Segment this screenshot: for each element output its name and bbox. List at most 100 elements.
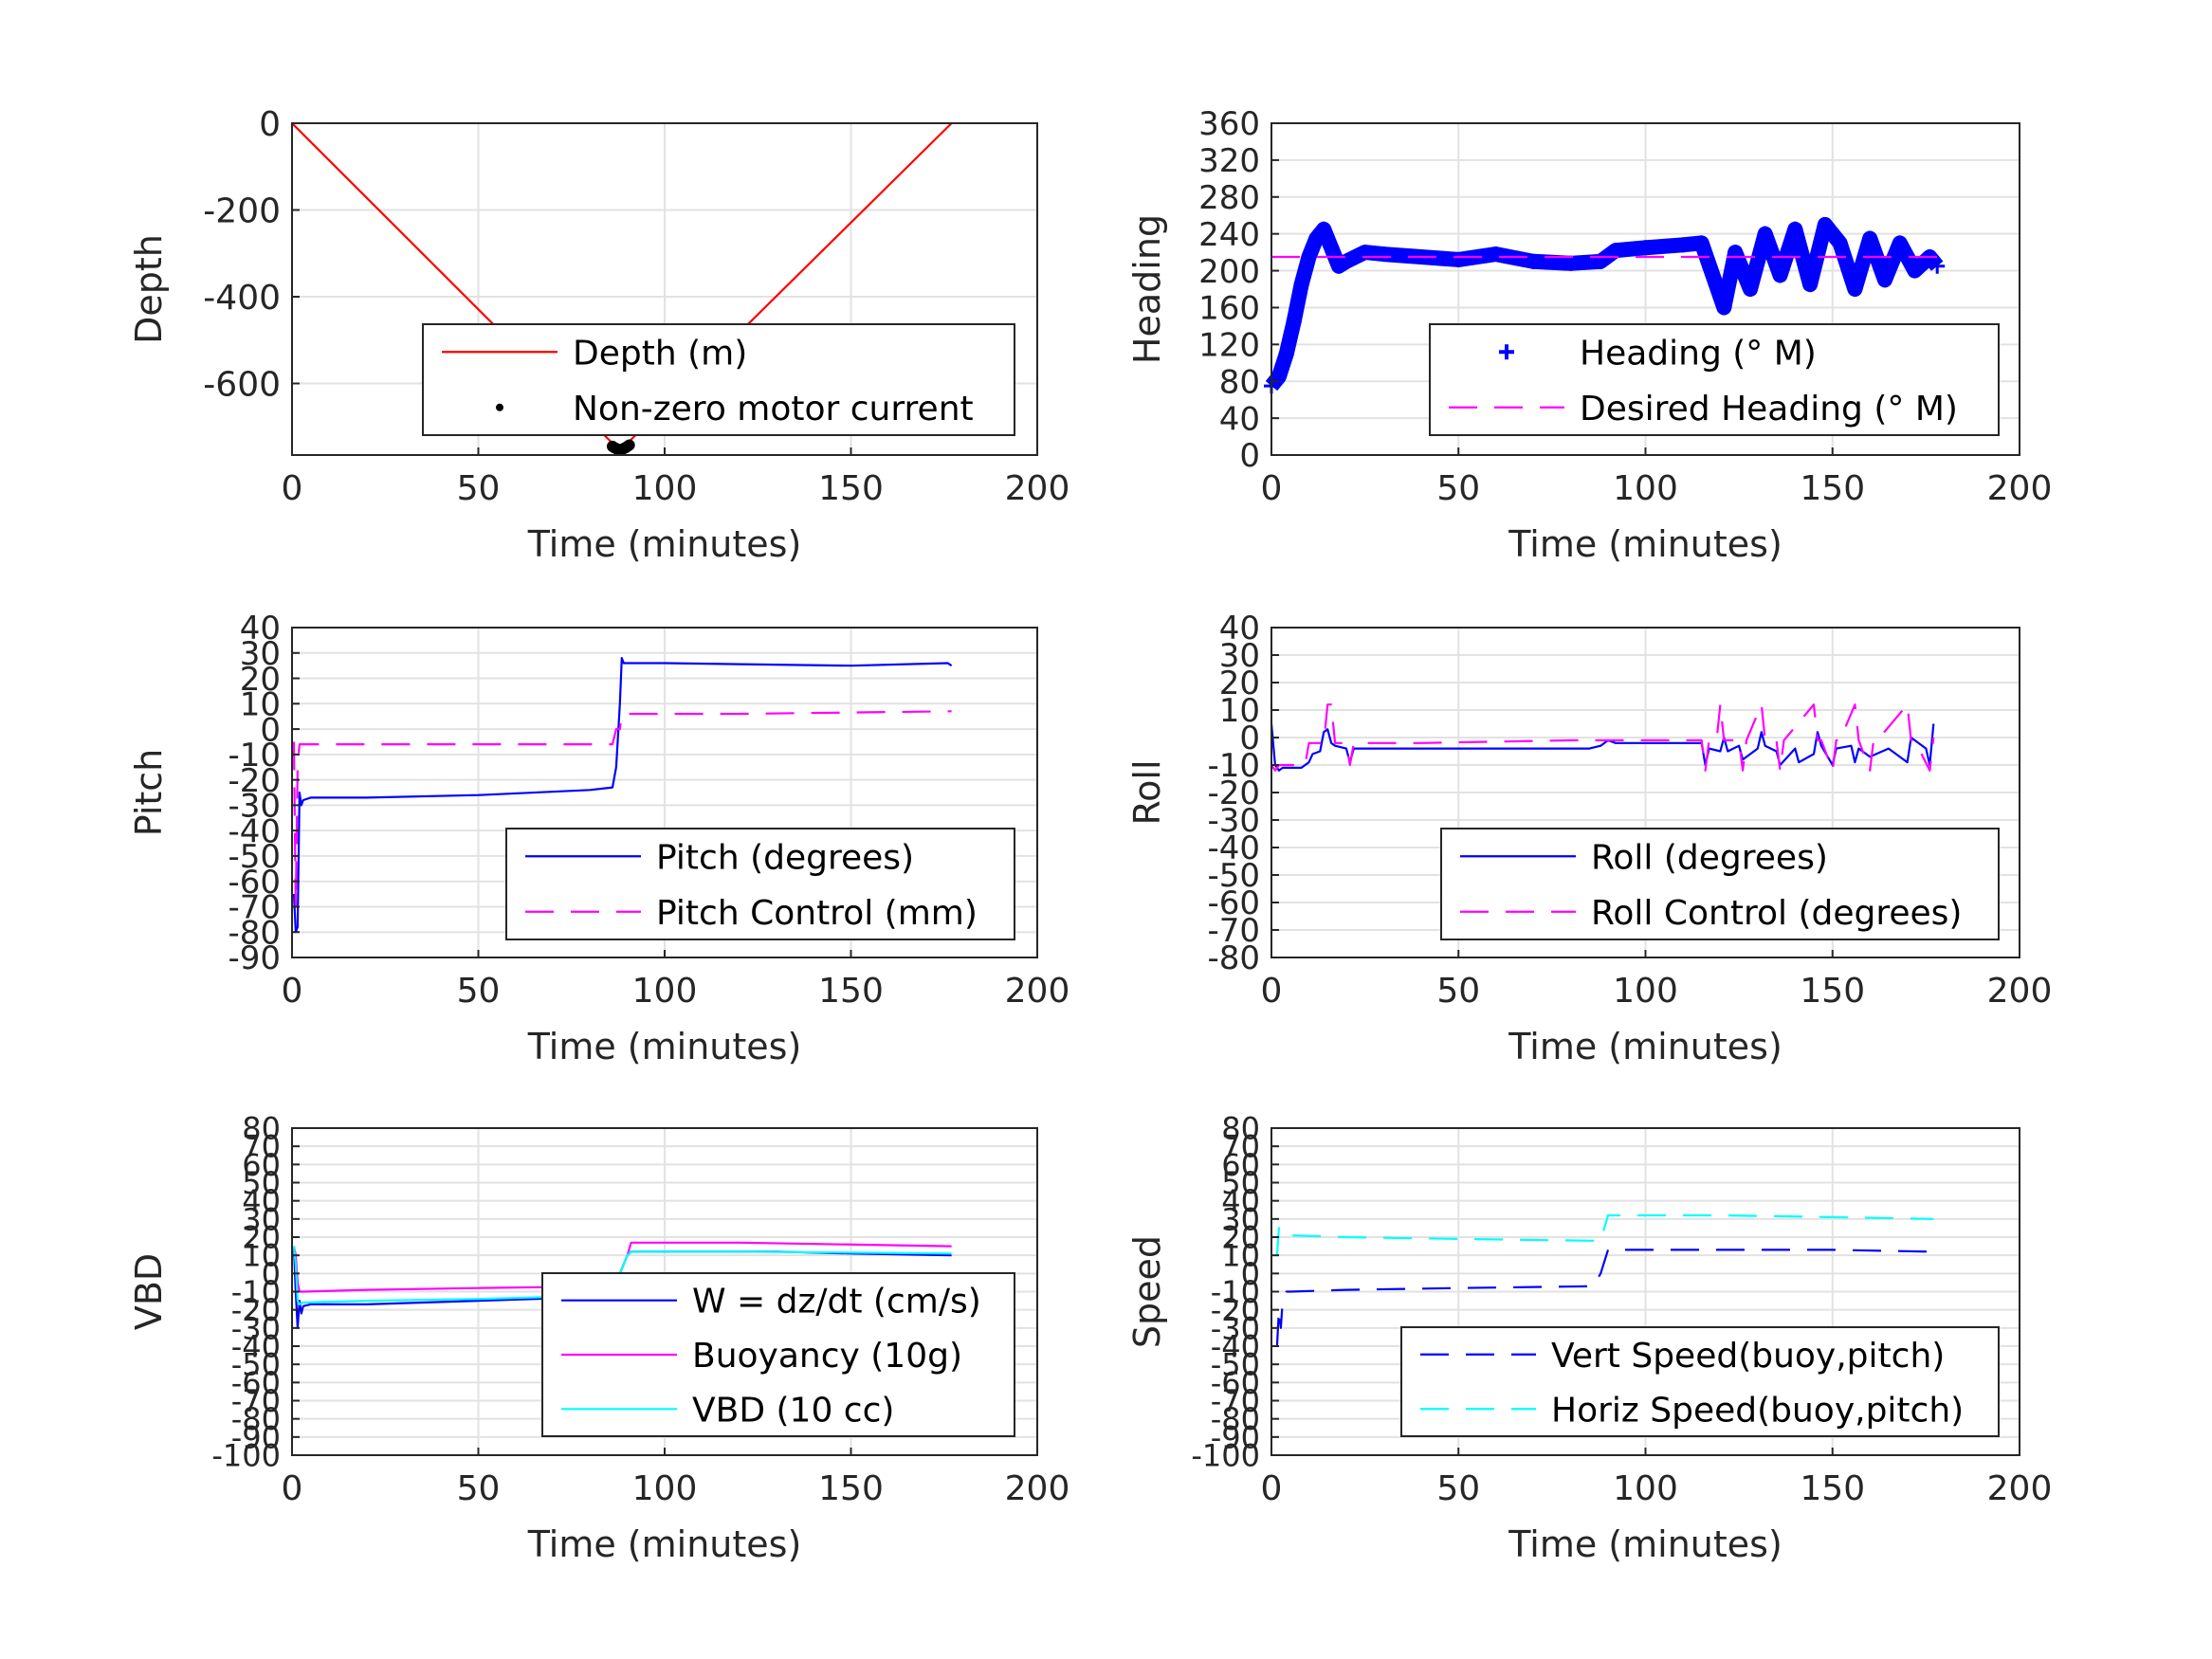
data-point — [1876, 272, 1892, 288]
y-tick-label: -50 — [1207, 857, 1260, 895]
x-tick-label: 50 — [1436, 972, 1480, 1011]
y-tick-label: -20 — [1211, 1292, 1260, 1328]
y-axis-label: Speed — [1126, 1235, 1168, 1348]
pitch-series-1 — [292, 710, 952, 908]
y-axis-label: Depth — [128, 234, 170, 344]
x-tick-label: 50 — [1436, 469, 1480, 508]
data-point — [1802, 277, 1819, 293]
data-point — [1278, 346, 1294, 362]
x-axis-label: Time (minutes) — [527, 1523, 802, 1565]
series-line — [1265, 216, 1944, 392]
legend-entry: W = dz/dt (cm/s) — [692, 1283, 981, 1322]
x-tick-label: 0 — [1261, 1469, 1283, 1508]
x-tick-label: 50 — [457, 1469, 501, 1508]
y-tick-label: -30 — [231, 1310, 281, 1346]
data-point — [1607, 243, 1623, 259]
x-axis-label: Time (minutes) — [1508, 523, 1782, 565]
y-axis-label: Heading — [1126, 214, 1168, 364]
speed-legend: Vert Speed(buoy,pitch) Horiz Speed(buoy,p… — [1400, 1326, 2000, 1437]
x-tick-label: 0 — [1261, 972, 1283, 1011]
series-line — [292, 656, 953, 934]
data-point — [1817, 216, 1833, 232]
y-tick-label: 40 — [242, 1183, 281, 1219]
y-tick-label: 20 — [242, 1220, 281, 1256]
y-tick-label: -80 — [1211, 1401, 1260, 1437]
y-tick-label: 200 — [1198, 253, 1260, 291]
y-tick-label: 20 — [240, 661, 281, 699]
x-tick-label: 100 — [1613, 972, 1678, 1011]
y-tick-label: 40 — [1219, 610, 1260, 647]
data-point — [623, 439, 635, 451]
y-tick-label: 320 — [1198, 142, 1260, 180]
x-tick-label: 200 — [1005, 1469, 1070, 1508]
x-tick-label: 100 — [632, 1469, 698, 1508]
y-tick-label: -20 — [1207, 775, 1260, 812]
data-point — [1308, 230, 1325, 246]
heading-legend: Heading (° M) Desired Heading (° M) — [1429, 323, 2000, 436]
y-tick-label: 80 — [1219, 363, 1260, 401]
x-axis-label: Time (minutes) — [527, 523, 802, 565]
y-tick-label: -30 — [1211, 1310, 1260, 1346]
legend-entry: Roll Control (degrees) — [1591, 894, 1962, 933]
y-tick-label: 240 — [1198, 216, 1260, 254]
depth-legend: Depth (m) Non-zero motor current — [422, 323, 1015, 436]
legend-swatch — [1499, 344, 1514, 360]
y-tick-label: -60 — [231, 1365, 281, 1401]
legend-box — [422, 323, 1015, 436]
heading-series-0 — [1264, 216, 1946, 394]
y-tick-label: 40 — [240, 610, 281, 647]
y-tick-label: 0 — [1241, 1256, 1260, 1292]
y-tick-label: 360 — [1198, 105, 1260, 143]
y-tick-label: 280 — [1198, 179, 1260, 217]
vbd-series-2 — [292, 1246, 952, 1306]
data-point — [1286, 314, 1302, 330]
x-tick-label: 150 — [1800, 1469, 1865, 1508]
legend-entry: Horiz Speed(buoy,pitch) — [1551, 1391, 1964, 1430]
vbd-legend: W = dz/dt (cm/s) Buoyancy (10g) VBD (10 cc… — [541, 1272, 1015, 1437]
y-tick-label: 80 — [1221, 1111, 1260, 1147]
x-tick-label: 150 — [1800, 972, 1865, 1011]
x-tick-label: 50 — [457, 972, 501, 1011]
depth-series-1 — [606, 439, 635, 456]
y-tick-label: 0 — [1239, 437, 1260, 475]
x-axis-label: Time (minutes) — [527, 1026, 802, 1067]
data-point — [1451, 251, 1467, 267]
y-tick-label: 0 — [259, 105, 281, 144]
pitch-panel: 0 50 100 150 200-90-80-70-60-50-40-30-20-100… — [128, 610, 1069, 1067]
x-tick-label: 50 — [1436, 1469, 1480, 1508]
y-tick-label: 60 — [1221, 1147, 1260, 1183]
y-tick-label: 50 — [242, 1165, 281, 1201]
y-tick-label: -40 — [231, 1329, 281, 1365]
y-tick-label: 30 — [240, 635, 281, 673]
roll-panel: 0 50 100 150 200-80-70-60-50-40-30-20-100102… — [1126, 610, 2052, 1067]
y-tick-label: -80 — [231, 1401, 281, 1437]
y-tick-label: -60 — [1211, 1365, 1260, 1401]
y-tick-label: -70 — [1211, 1383, 1260, 1419]
y-tick-label: -50 — [231, 1347, 281, 1383]
y-tick-label: -100 — [1191, 1438, 1260, 1474]
roll-legend: Roll (degrees) Roll Control (degrees) — [1440, 828, 2000, 940]
x-tick-label: 0 — [282, 469, 303, 508]
y-tick-label: -70 — [231, 1383, 281, 1419]
data-point — [1716, 300, 1732, 316]
roll-series-1 — [1271, 703, 1935, 772]
y-tick-label: 10 — [1219, 692, 1260, 730]
x-axis-label: Time (minutes) — [1508, 1026, 1782, 1067]
series-line — [1270, 723, 1935, 772]
y-tick-label: -200 — [203, 191, 281, 230]
x-tick-label: 150 — [818, 1469, 884, 1508]
y-tick-label: 30 — [1221, 1201, 1260, 1237]
y-tick-label: 0 — [1239, 720, 1260, 757]
data-point — [1892, 235, 1908, 251]
y-tick-label: -40 — [228, 812, 281, 850]
data-point — [1563, 255, 1579, 271]
y-tick-label: -90 — [228, 939, 281, 977]
x-tick-label: 50 — [457, 469, 501, 508]
y-tick-label: 30 — [1219, 637, 1260, 675]
data-point — [1316, 221, 1332, 237]
x-tick-label: 100 — [632, 972, 698, 1011]
y-tick-label: 60 — [242, 1147, 281, 1183]
legend-entry: Pitch Control (mm) — [656, 894, 978, 933]
y-tick-label: -10 — [1207, 747, 1260, 785]
data-point — [1907, 263, 1923, 279]
